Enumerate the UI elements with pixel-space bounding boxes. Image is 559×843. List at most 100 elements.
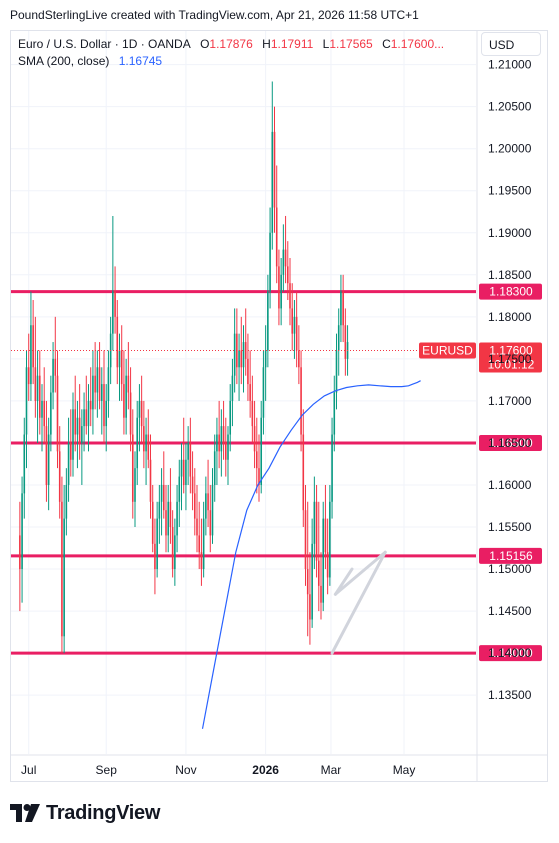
currency-button[interactable]: USD (481, 32, 541, 56)
level-badge (479, 547, 542, 564)
candle-body (103, 384, 105, 427)
y-tick-label: 1.18500 (488, 268, 532, 282)
candlestick-series (19, 81, 349, 654)
candle-body (260, 417, 263, 485)
candle-body (306, 569, 309, 595)
candle-body (317, 560, 320, 586)
y-tick-label: 1.16000 (488, 478, 532, 492)
sma-row: SMA (200, close) 1.16745 (18, 53, 444, 70)
candle-body (154, 543, 156, 570)
candle-body (253, 426, 256, 452)
y-tick-label: 1.17000 (488, 394, 532, 408)
candle-body (216, 434, 218, 452)
x-tick-label: May (393, 763, 416, 777)
y-tick-label: 1.19000 (488, 226, 532, 240)
pattern-line (330, 550, 387, 655)
candle-body (271, 131, 274, 233)
candle-body (329, 501, 331, 578)
candle-body (127, 375, 130, 393)
close-value: 1.17600... (390, 37, 445, 51)
y-tick-label: 1.14500 (488, 604, 532, 618)
candle-body (209, 510, 212, 536)
sma-label: SMA (200, close) (18, 54, 110, 68)
candle-body (174, 535, 176, 570)
candle-body (58, 451, 61, 502)
candle-body (41, 400, 43, 418)
candle-body (282, 249, 285, 275)
price-axis: 1.21000 1.20500 1.20000 1.19500 1.19000 1.185… (476, 31, 532, 782)
candle-body (229, 400, 232, 435)
candle-body (191, 476, 194, 494)
y-tick-label: 1.19500 (488, 184, 532, 198)
candle-body (295, 316, 298, 351)
candle-body (275, 207, 278, 267)
attribution-text: PoundSterlingLive created with TradingVi… (10, 8, 419, 22)
candle-body (302, 434, 305, 511)
candle-body (63, 518, 65, 637)
candle-body (147, 434, 150, 460)
current-price-badge (479, 342, 542, 373)
candle-body (96, 367, 99, 393)
level-label: 1.14000 (489, 646, 533, 660)
candle-body (300, 367, 302, 435)
candle-body (74, 409, 77, 435)
x-tick-label: Mar (321, 763, 342, 777)
candle-body (289, 283, 291, 309)
time-axis: Jul Sep Nov 2026 Mar May (11, 754, 548, 777)
candle-body (45, 426, 48, 485)
open-label: O (200, 37, 210, 51)
symbol-name: Euro / U.S. Dollar · 1D · OANDA (18, 37, 191, 51)
candle-body (21, 493, 23, 570)
level-badge (479, 434, 542, 451)
candle-body (78, 417, 81, 443)
horizontal-levels: 1.18300 1.16500 1.15156 1.14000 (11, 283, 542, 662)
candle-body (335, 350, 338, 393)
candle-body (286, 266, 289, 284)
pattern-line (333, 550, 387, 596)
candle-body (262, 367, 265, 418)
candle-body (182, 459, 185, 485)
candle-body (38, 375, 41, 418)
sma-line-group (201, 380, 421, 729)
candle-body (112, 291, 114, 334)
candle-body (193, 493, 196, 519)
x-tick-label: 2026 (252, 763, 279, 777)
pattern-line (333, 567, 354, 596)
candle-body (284, 249, 287, 267)
sma-value: 1.16745 (118, 54, 163, 68)
candle-body (298, 350, 300, 368)
tradingview-logo[interactable]: TradingView (10, 800, 160, 826)
countdown-label: 10:01:12 (488, 357, 535, 371)
symbol-badge-label: EURUSD (422, 343, 473, 357)
candle-body (149, 459, 152, 502)
candle-body (114, 291, 116, 317)
candle-body (100, 384, 103, 401)
candle-body (92, 375, 94, 410)
y-tick-label: 1.20000 (488, 142, 532, 156)
candle-body (189, 442, 192, 477)
candle-body (326, 552, 329, 578)
logo-text: TradingView (46, 801, 161, 824)
chart-frame[interactable] (10, 30, 548, 782)
low-value: 1.17565 (329, 37, 373, 51)
y-tick-label: 1.15500 (488, 520, 532, 534)
current-price-label: 1.17600 (489, 343, 533, 357)
candle-body (98, 367, 101, 401)
candle-body (160, 484, 163, 502)
candle-body (202, 518, 205, 570)
y-tick-label: 1.14000 (488, 646, 532, 660)
x-tick-label: Sep (96, 763, 118, 777)
sma-line (201, 380, 421, 729)
candle-body (249, 384, 251, 401)
candle-body (222, 426, 225, 443)
candle-body (50, 392, 52, 435)
candle-body (291, 308, 294, 334)
candle-body (145, 434, 147, 452)
candle-body (322, 518, 325, 603)
candle-body (258, 468, 260, 485)
candle-body (162, 484, 165, 511)
level-badge (479, 283, 542, 300)
candle-body (220, 426, 223, 452)
candle-body (224, 442, 227, 460)
